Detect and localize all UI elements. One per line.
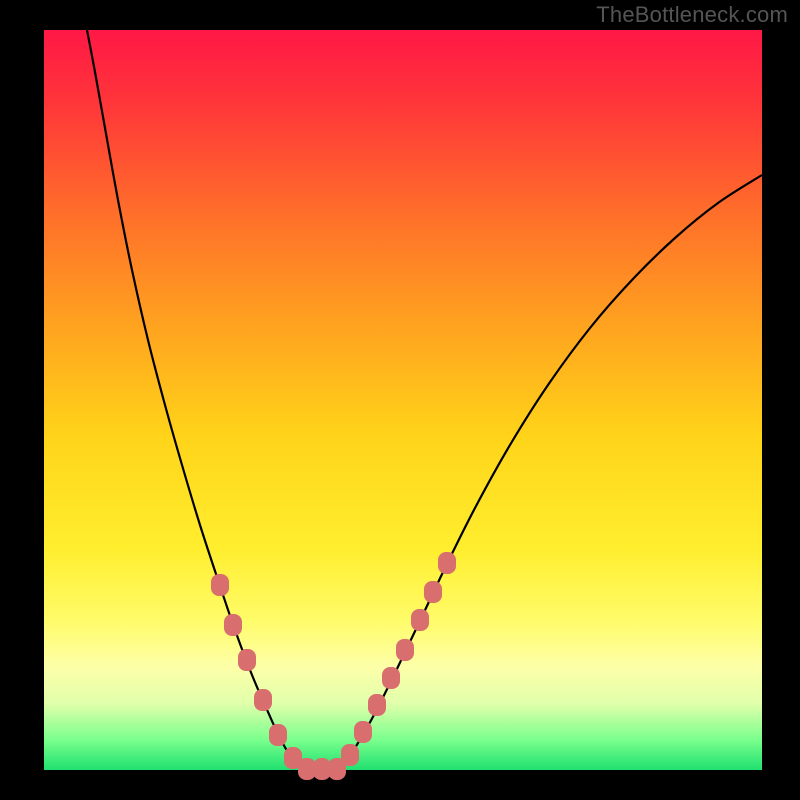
curve-marker <box>411 609 429 631</box>
curve-marker <box>396 639 414 661</box>
watermark-text: TheBottleneck.com <box>596 2 788 28</box>
curve-marker <box>382 667 400 689</box>
chart-frame: TheBottleneck.com <box>0 0 800 800</box>
curve-marker <box>254 689 272 711</box>
curve-marker <box>424 581 442 603</box>
curve-marker <box>238 649 256 671</box>
curve-marker <box>438 552 456 574</box>
curve-marker <box>368 694 386 716</box>
curve-marker <box>354 721 372 743</box>
curve-marker <box>211 574 229 596</box>
curve-marker <box>224 614 242 636</box>
curve-marker <box>341 744 359 766</box>
curve-marker <box>269 724 287 746</box>
chart-svg <box>0 0 800 800</box>
